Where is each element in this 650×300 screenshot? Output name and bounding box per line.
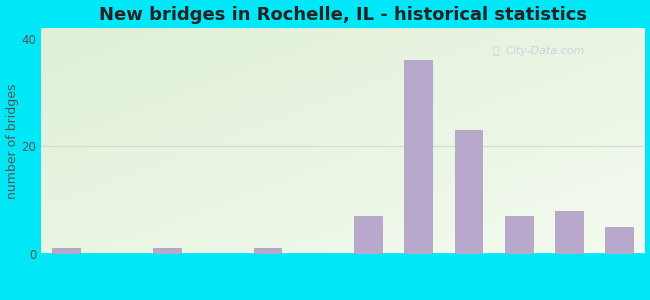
Bar xyxy=(555,211,583,254)
Bar xyxy=(454,130,482,254)
Bar xyxy=(354,216,382,254)
Bar xyxy=(254,248,281,254)
Text: City-Data.com: City-Data.com xyxy=(506,46,585,56)
Y-axis label: number of bridges: number of bridges xyxy=(6,83,19,199)
Bar xyxy=(53,248,80,254)
Bar xyxy=(153,248,181,254)
Bar xyxy=(404,60,432,254)
Bar xyxy=(505,216,532,254)
Bar xyxy=(606,227,633,254)
Text: ⓘ: ⓘ xyxy=(493,46,499,56)
Title: New bridges in Rochelle, IL - historical statistics: New bridges in Rochelle, IL - historical… xyxy=(99,6,587,24)
